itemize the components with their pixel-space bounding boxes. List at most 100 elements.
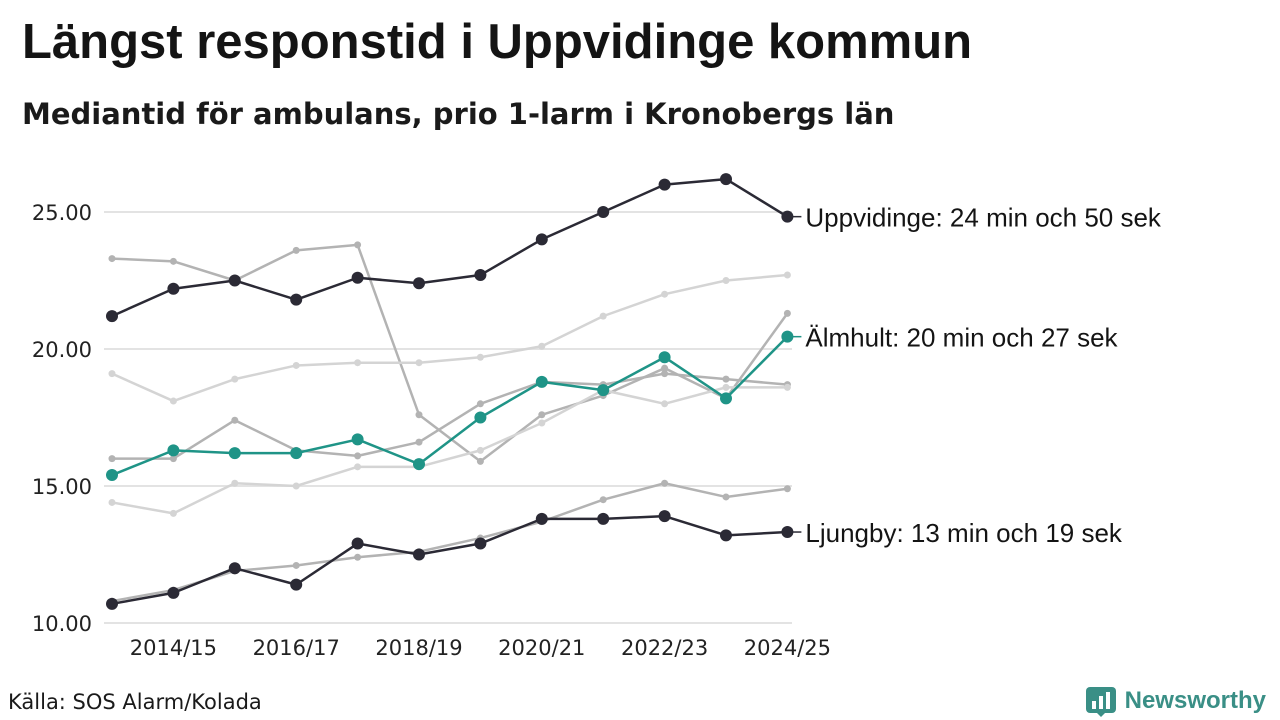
data-point--vrig-kommun-c [661, 370, 669, 378]
data-point--lmhult [167, 444, 180, 457]
data-point--lmhult [106, 469, 118, 482]
data-point--vrig-kommun-a [783, 309, 791, 317]
data-point--vrig-kommun-a [476, 457, 484, 465]
data-point--vrig-kommun-c [108, 455, 116, 463]
data-point--vrig-kommun-b [108, 370, 116, 378]
series-line--vrig-kommun-b [111, 273, 788, 403]
data-point--vrig-kommun-a [108, 255, 116, 263]
data-point-uppvidinge [535, 233, 548, 246]
data-point-ljungby [535, 512, 548, 525]
data-point--vrig-kommun-b [661, 290, 669, 298]
data-point--vrig-kommun-b [292, 361, 300, 369]
data-point-ljungby [597, 512, 610, 525]
data-point-uppvidinge [290, 293, 303, 306]
data-point--vrig-kommun-a [354, 241, 362, 249]
data-point--vrig-kommun-b [538, 342, 546, 350]
y-tick-label: 20.00 [32, 338, 92, 362]
data-point-uppvidinge [413, 277, 425, 290]
data-point--vrig-kommun-e [661, 479, 669, 487]
data-point--vrig-kommun-c [415, 438, 423, 446]
data-point--vrig-kommun-c [169, 455, 177, 463]
data-point--lmhult [228, 447, 241, 460]
data-point-uppvidinge [167, 282, 180, 295]
x-tick-label: 2016/17 [253, 636, 340, 660]
data-point--vrig-kommun-d [783, 383, 791, 391]
brand-name: Newsworthy [1124, 687, 1266, 714]
y-tick-label: 10.00 [32, 612, 92, 636]
data-point--vrig-kommun-b [476, 353, 484, 361]
data-point--lmhult [413, 458, 425, 471]
data-point--vrig-kommun-e [354, 553, 362, 561]
series-line--vrig-kommun-c [112, 372, 788, 460]
data-point-ljungby [413, 548, 425, 561]
data-point--vrig-kommun-d [722, 383, 730, 391]
data-point--lmhult [351, 433, 364, 446]
data-point--lmhult [597, 384, 610, 397]
data-point-ljungby [474, 537, 487, 550]
newsworthy-logo-icon [1085, 687, 1116, 717]
y-tick-label: 15.00 [32, 475, 92, 499]
series-line-uppvidinge [111, 177, 789, 318]
data-point-uppvidinge [474, 269, 487, 282]
data-point--lmhult [720, 392, 732, 405]
data-point--lmhult [535, 375, 548, 388]
data-point--vrig-kommun-d [169, 509, 177, 517]
data-point--vrig-kommun-d [292, 482, 300, 490]
data-point--vrig-kommun-e [722, 493, 730, 501]
data-point--vrig-kommun-c [722, 375, 730, 383]
data-point--vrig-kommun-e [783, 485, 791, 493]
data-point--vrig-kommun-b [231, 375, 239, 383]
data-point--vrig-kommun-b [169, 397, 177, 405]
series-label-uppvidinge: Uppvidinge: 24 min och 50 sek [805, 203, 1162, 233]
data-point-ljungby [720, 529, 732, 542]
data-point-ljungby [228, 562, 241, 575]
data-point--vrig-kommun-b [354, 359, 362, 367]
data-point--vrig-kommun-e [292, 561, 300, 569]
data-point--lmhult [658, 351, 671, 364]
x-tick-label: 2020/21 [498, 636, 585, 660]
data-point--vrig-kommun-d [661, 400, 669, 408]
data-point--vrig-kommun-d [354, 463, 362, 471]
series-line--lmhult [111, 335, 789, 477]
data-point--vrig-kommun-a [661, 364, 669, 372]
data-point--vrig-kommun-b [599, 312, 607, 320]
y-tick-label: 25.00 [32, 201, 92, 225]
series-label--lmhult: Älmhult: 20 min och 27 sek [805, 323, 1118, 353]
data-point--vrig-kommun-a [169, 257, 177, 265]
data-point-uppvidinge [720, 173, 732, 186]
series-line--vrig-kommun-e [111, 482, 788, 603]
series-line--vrig-kommun-a [111, 243, 789, 463]
chart-title: Längst responstid i Uppvidinge kommun [22, 15, 973, 69]
data-point--vrig-kommun-b [783, 271, 791, 279]
data-point-uppvidinge [106, 310, 118, 323]
data-point--vrig-kommun-c [476, 400, 484, 408]
chart-subtitle: Mediantid för ambulans, prio 1-larm i Kr… [22, 97, 895, 131]
data-point-ljungby [351, 537, 364, 550]
data-point--vrig-kommun-a [538, 411, 546, 419]
data-point--vrig-kommun-d [476, 446, 484, 454]
data-point--lmhult [290, 447, 303, 460]
data-point-uppvidinge [658, 178, 671, 191]
line-chart: 10.00 15.00 20.00 25.00 2014/15 2016/17 2018/1… [32, 173, 1162, 660]
data-point-ljungby [106, 597, 118, 610]
data-point-ljungby [167, 586, 180, 599]
data-point--vrig-kommun-b [415, 359, 423, 367]
data-point--vrig-kommun-b [722, 277, 730, 284]
series-line-ljungby [111, 514, 788, 606]
x-tick-label: 2018/19 [375, 636, 462, 660]
data-point-ljungby [658, 510, 671, 523]
data-point--vrig-kommun-d [231, 479, 239, 487]
x-tick-label: 2014/15 [130, 636, 217, 660]
series-label-ljungby: Ljungby: 13 min och 19 sek [805, 518, 1123, 548]
data-point--vrig-kommun-d [108, 498, 116, 506]
data-point--vrig-kommun-e [599, 496, 607, 504]
data-point-ljungby [290, 578, 303, 591]
data-point--vrig-kommun-c [231, 416, 239, 424]
data-point-uppvidinge [597, 206, 610, 218]
data-point--vrig-kommun-c [354, 452, 362, 460]
data-point--vrig-kommun-a [415, 411, 423, 419]
series-line--vrig-kommun-d [111, 386, 788, 515]
x-tick-label: 2024/25 [744, 636, 831, 660]
data-point--vrig-kommun-d [538, 419, 546, 427]
data-point--vrig-kommun-a [292, 246, 300, 254]
